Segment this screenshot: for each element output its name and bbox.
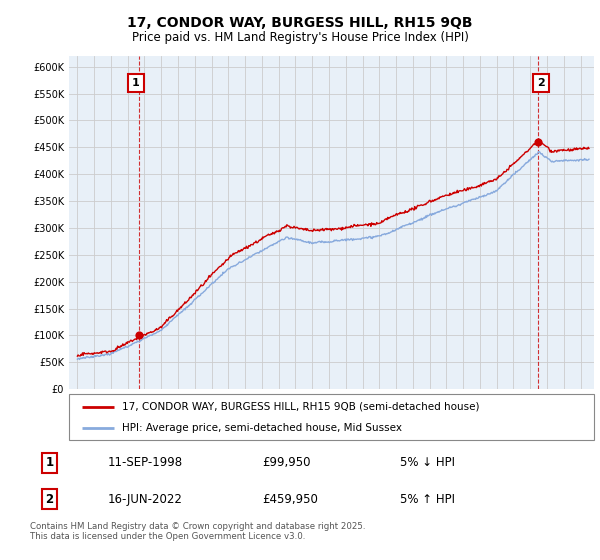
Text: 2: 2 (537, 78, 545, 88)
Text: 17, CONDOR WAY, BURGESS HILL, RH15 9QB (semi-detached house): 17, CONDOR WAY, BURGESS HILL, RH15 9QB (… (121, 402, 479, 412)
Text: 5% ↓ HPI: 5% ↓ HPI (400, 456, 455, 469)
Point (533, 138, 542, 147)
Text: 1: 1 (132, 78, 140, 88)
Text: 2: 2 (45, 493, 53, 506)
Text: 17, CONDOR WAY, BURGESS HILL, RH15 9QB: 17, CONDOR WAY, BURGESS HILL, RH15 9QB (127, 16, 473, 30)
Point (134, 331, 144, 340)
Text: £459,950: £459,950 (262, 493, 318, 506)
Text: 1: 1 (45, 456, 53, 469)
Text: £99,950: £99,950 (262, 456, 310, 469)
FancyBboxPatch shape (69, 394, 594, 440)
Text: 5% ↑ HPI: 5% ↑ HPI (400, 493, 455, 506)
Text: 16-JUN-2022: 16-JUN-2022 (107, 493, 182, 506)
Text: Price paid vs. HM Land Registry's House Price Index (HPI): Price paid vs. HM Land Registry's House … (131, 31, 469, 44)
Text: HPI: Average price, semi-detached house, Mid Sussex: HPI: Average price, semi-detached house,… (121, 423, 401, 433)
Text: 11-SEP-1998: 11-SEP-1998 (107, 456, 182, 469)
Text: Contains HM Land Registry data © Crown copyright and database right 2025.
This d: Contains HM Land Registry data © Crown c… (30, 522, 365, 542)
